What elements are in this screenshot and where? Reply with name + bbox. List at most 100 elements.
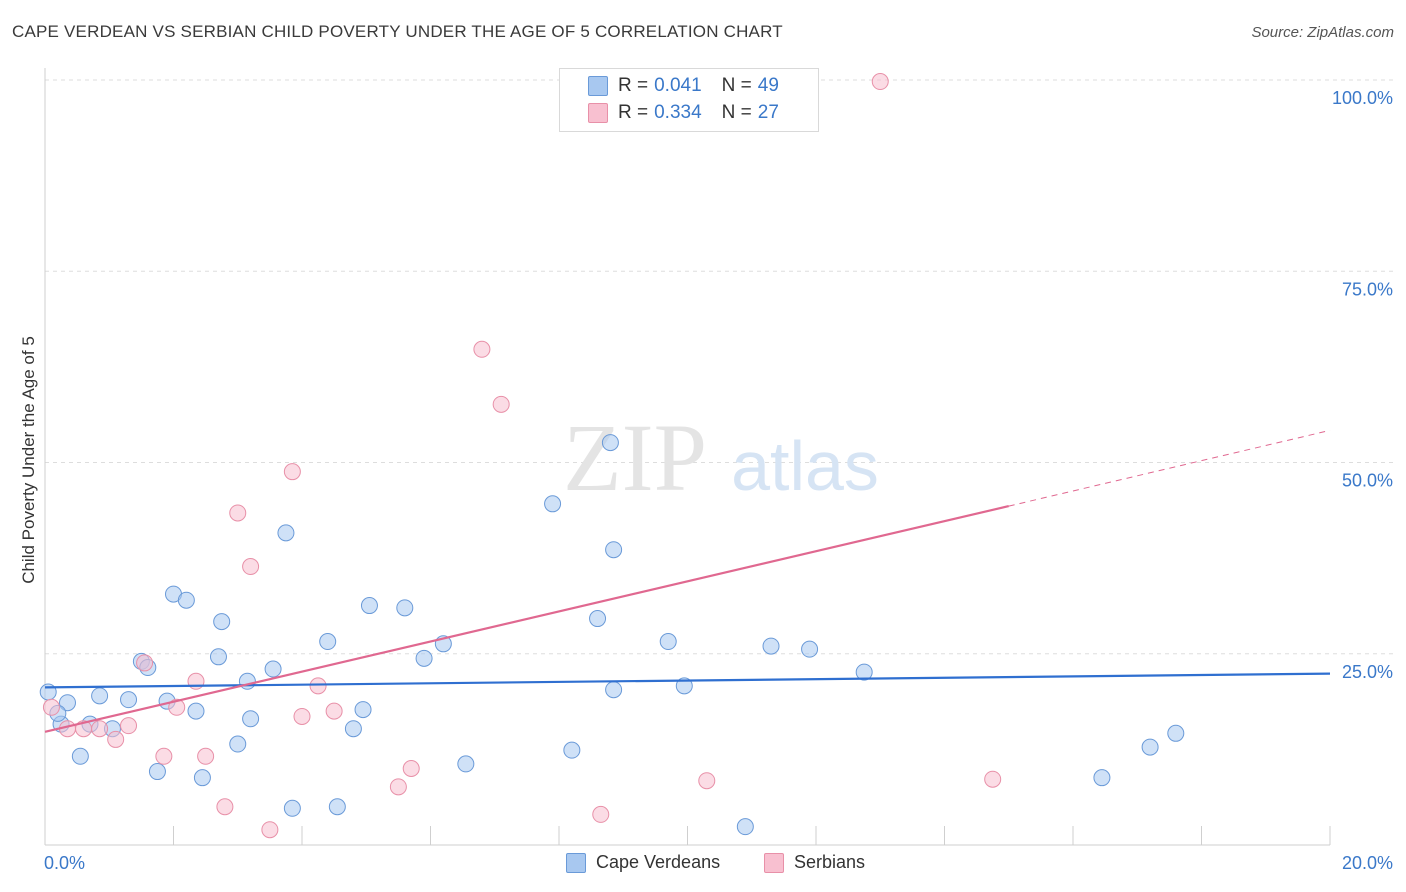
- cape-verdean-point: [354, 701, 372, 719]
- cape-verdean-point: [457, 755, 475, 773]
- serbian-point: [155, 747, 173, 765]
- serbian-point: [242, 558, 260, 576]
- watermark: ZIP atlas: [563, 404, 879, 511]
- bottom-legend-swatch-pink: [764, 852, 784, 873]
- bottom-legend-serbians: Serbians: [764, 852, 865, 873]
- x-tick-label: 0.0%: [44, 853, 85, 873]
- tick-labels: 25.0% 50.0% 75.0% 100.0% 0.0% 20.0%: [44, 88, 1393, 873]
- legend-swatch-pink: [588, 103, 608, 123]
- serbian-point: [229, 504, 247, 522]
- serbian-point: [216, 798, 234, 816]
- serbian-point: [309, 677, 327, 695]
- serbian-point: [136, 654, 154, 672]
- cape-verdean-point: [1141, 738, 1159, 756]
- cape-verdean-point: [319, 633, 337, 651]
- y-tick-label: 100.0%: [1332, 88, 1393, 108]
- serbian-point: [389, 778, 407, 796]
- cape-verdean-point: [213, 613, 231, 631]
- serbians-trend-extension: [1008, 429, 1331, 507]
- cape-verdean-point: [736, 818, 754, 836]
- legend-swatch-blue: [588, 76, 608, 96]
- cape-verdean-point: [328, 798, 346, 816]
- cape-verdean-point: [563, 741, 581, 759]
- serbian-point: [107, 730, 125, 748]
- cape-verdean-point: [209, 648, 227, 666]
- y-tick-label: 25.0%: [1342, 662, 1393, 682]
- cape-verdean-point: [415, 649, 433, 667]
- cape-verdeans-points: [39, 434, 1185, 836]
- serbian-point: [261, 821, 279, 839]
- y-tick-label: 75.0%: [1342, 279, 1393, 299]
- cape-verdean-point: [264, 660, 282, 678]
- cape-verdean-point: [148, 763, 166, 781]
- cape-verdean-point: [238, 672, 256, 690]
- serbian-point: [492, 395, 510, 413]
- cape-verdean-point: [601, 434, 619, 452]
- serbian-point: [325, 702, 343, 720]
- legend-n-value: 49: [757, 75, 779, 96]
- bottom-legend-label-blue: Cape Verdeans: [596, 852, 721, 872]
- x-tick-label: 20.0%: [1342, 853, 1393, 873]
- y-tick-label: 50.0%: [1342, 471, 1393, 491]
- legend-r-label: R =: [618, 102, 649, 123]
- cape-verdean-point: [91, 687, 109, 705]
- legend-r-value: 0.334: [654, 102, 702, 123]
- serbian-point: [168, 698, 186, 716]
- cape-verdean-point: [762, 637, 780, 655]
- cape-verdean-point: [193, 769, 211, 787]
- watermark-atlas: atlas: [731, 427, 879, 505]
- legend-n-label: N =: [721, 75, 752, 96]
- cape-verdean-point: [801, 640, 819, 658]
- serbian-point: [592, 805, 610, 823]
- cape-verdean-point: [242, 710, 260, 728]
- serbian-point: [283, 463, 301, 481]
- serbians-points: [42, 73, 1002, 839]
- serbian-point: [473, 340, 491, 358]
- source-label: Source: ZipAtlas.com: [1251, 24, 1394, 41]
- legend-n-value: 27: [757, 102, 779, 123]
- legend-n-label: N =: [721, 102, 752, 123]
- cape-verdean-point: [1167, 724, 1185, 742]
- cape-verdean-point: [344, 720, 362, 738]
- legend-r-label: R =: [618, 75, 649, 96]
- serbian-point: [197, 747, 215, 765]
- cape-verdean-point: [1093, 769, 1111, 787]
- chart-title: CAPE VERDEAN VS SERBIAN CHILD POVERTY UN…: [12, 22, 783, 41]
- cape-verdean-point: [605, 681, 623, 699]
- trend-lines: [44, 429, 1331, 733]
- cape-verdean-point: [360, 597, 378, 615]
- legend-row-cape-verdeans: R = 0.041 N = 49: [588, 74, 779, 98]
- serbian-point: [871, 73, 889, 91]
- cape-verdean-point: [120, 691, 138, 709]
- serbian-point: [42, 698, 60, 716]
- cape-verdean-point: [589, 610, 607, 628]
- bottom-legend-cape-verdeans: Cape Verdeans: [566, 852, 720, 873]
- bottom-legend-label-pink: Serbians: [794, 852, 866, 872]
- legend-r-value: 0.041: [654, 75, 702, 96]
- cape-verdean-point: [283, 799, 301, 817]
- legend: R = 0.041 N = 49 R = 0.334 N = 27: [559, 68, 819, 132]
- cape-verdean-point: [58, 694, 76, 712]
- cape-verdean-point: [855, 663, 873, 681]
- cape-verdean-point: [277, 524, 295, 542]
- serbian-point: [91, 720, 109, 738]
- cape-verdean-point: [675, 677, 693, 695]
- watermark-zip: ZIP: [563, 404, 707, 511]
- legend-row-serbians: R = 0.334 N = 27: [588, 101, 779, 125]
- cape-verdean-point: [659, 633, 677, 651]
- serbian-point: [698, 772, 716, 790]
- axes: [44, 68, 1331, 846]
- cape-verdean-point: [177, 591, 195, 609]
- serbian-point: [293, 707, 311, 725]
- cape-verdean-point: [71, 747, 89, 765]
- serbians-trend-line: [44, 505, 1010, 733]
- cape-verdean-point: [544, 495, 562, 513]
- cape-verdeans-trend-line: [44, 672, 1331, 689]
- serbian-point: [984, 770, 1002, 788]
- cape-verdean-point: [229, 735, 247, 753]
- cape-verdean-point: [605, 541, 623, 559]
- cape-verdean-point: [187, 702, 205, 720]
- serbian-point: [120, 717, 138, 735]
- cape-verdean-point: [396, 599, 414, 617]
